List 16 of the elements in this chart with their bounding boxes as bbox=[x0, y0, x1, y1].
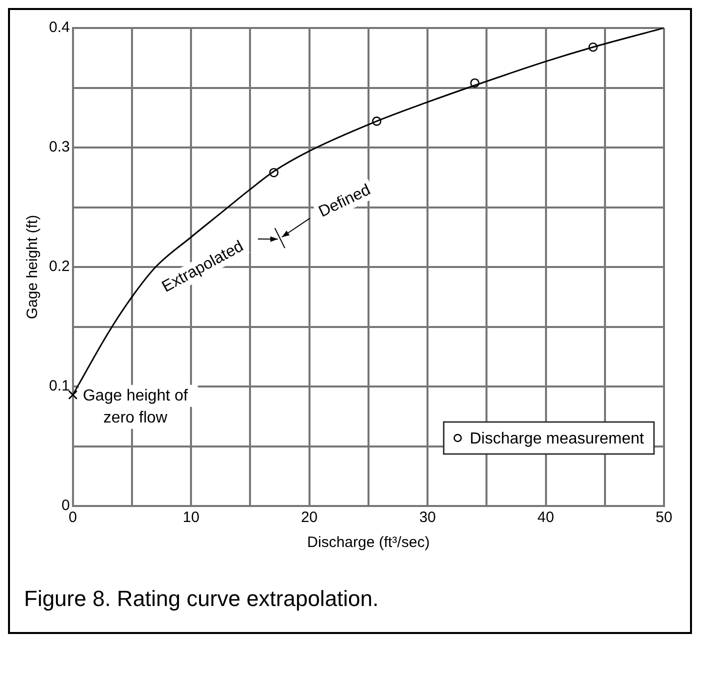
x-tick-label: 10 bbox=[182, 509, 200, 526]
y-axis-title: Gage height (ft) bbox=[24, 214, 42, 320]
annotation: Gage height of zero flow bbox=[82, 387, 188, 426]
x-tick-label: 50 bbox=[656, 509, 672, 526]
y-tick-label: 0.3 bbox=[48, 138, 70, 156]
y-tick-label: 0 bbox=[62, 497, 70, 514]
legend-label: Discharge measurement bbox=[470, 430, 645, 448]
x-tick-label: 20 bbox=[300, 509, 318, 526]
y-tick-label: 0.1 bbox=[48, 378, 70, 395]
y-tick-label: 0.2 bbox=[48, 258, 70, 276]
x-axis-title: Discharge (ft³/sec) bbox=[307, 534, 430, 552]
y-tick-label: 0.4 bbox=[48, 19, 70, 36]
caption: Figure 8. Rating curve extrapolation. bbox=[24, 586, 380, 612]
point bbox=[68, 390, 78, 400]
x-tick-label: 30 bbox=[419, 509, 436, 526]
x-tick-label: 40 bbox=[537, 509, 554, 526]
